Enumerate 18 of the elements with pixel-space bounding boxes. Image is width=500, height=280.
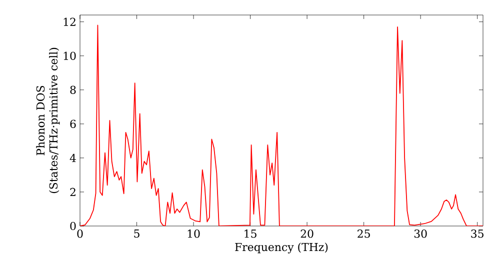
y-tick-label: 12 bbox=[64, 18, 76, 26]
x-axis-title: Frequency (THz) bbox=[235, 242, 328, 254]
y-tick-label: 8 bbox=[70, 86, 76, 94]
x-tick-label: 25 bbox=[358, 230, 370, 238]
x-tick-label: 10 bbox=[188, 230, 200, 238]
x-tick-label: 30 bbox=[414, 230, 427, 238]
y-tick-label: 4 bbox=[70, 154, 76, 162]
y-tick-label: 2 bbox=[70, 188, 76, 196]
y-tick-label: 10 bbox=[64, 52, 76, 60]
y-tick-label: 6 bbox=[70, 120, 76, 128]
line-series bbox=[80, 24, 484, 226]
y-tick-label: 0 bbox=[70, 222, 76, 230]
x-tick-label: 15 bbox=[244, 230, 256, 238]
x-tick-label: 20 bbox=[300, 230, 314, 238]
y-axis-title: Phonon DOS (States/THz·primitive cell) bbox=[36, 48, 60, 194]
x-tick-label: 35 bbox=[471, 230, 484, 238]
x-tick-label: 0 bbox=[77, 230, 83, 238]
x-tick-label: 5 bbox=[134, 230, 140, 238]
